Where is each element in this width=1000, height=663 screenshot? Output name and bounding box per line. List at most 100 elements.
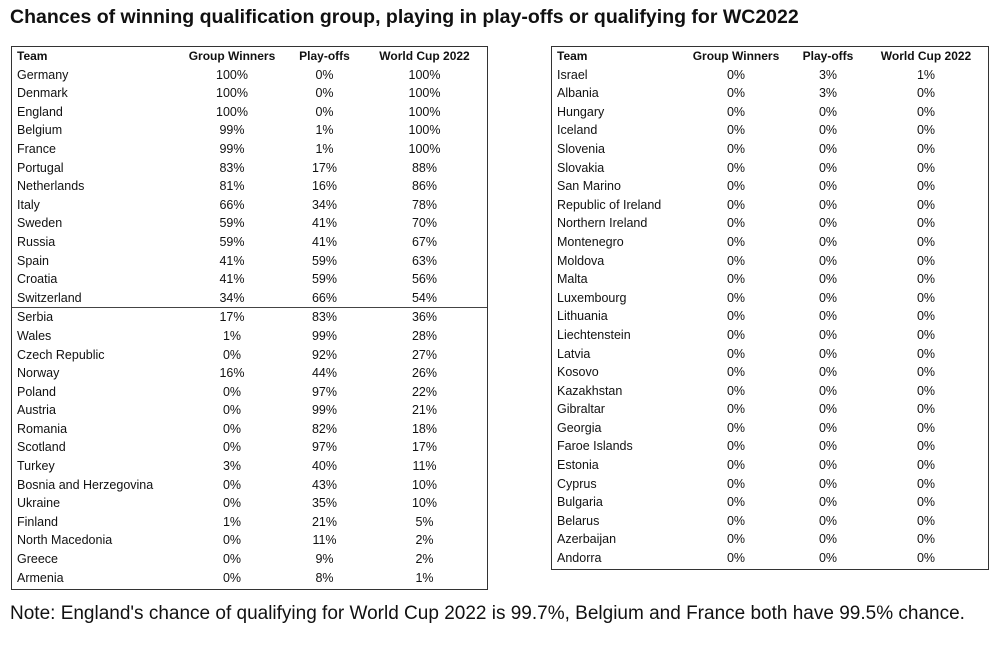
play-offs-cell: 0% [818, 346, 838, 361]
group-winners-cell: 0% [726, 327, 746, 342]
world-cup-cell: 0% [916, 309, 936, 324]
table-row: Netherlands 81% 16% 86% [12, 177, 487, 196]
play-offs-cell: 92% [311, 347, 338, 362]
column-header-play-offs: Play-offs [299, 49, 350, 63]
world-cup-cell: 67% [411, 234, 438, 249]
table-row: Luxembourg 0% 0% 0% [552, 289, 988, 308]
group-winners-cell: 0% [726, 495, 746, 510]
group-winners-cell: 0% [726, 476, 746, 491]
table-row: Cyprus 0% 0% 0% [552, 475, 988, 494]
group-winners-cell: 0% [726, 234, 746, 249]
table-row: England 100% 0% 100% [12, 103, 487, 122]
world-cup-cell: 0% [916, 234, 936, 249]
group-winners-cell: 83% [219, 160, 245, 175]
group-winners-cell: 99% [219, 141, 245, 156]
table-row: Germany 100% 0% 100% [12, 66, 487, 85]
table-row: Belgium 99% 1% 100% [12, 121, 487, 140]
group-winners-cell: 0% [726, 272, 746, 287]
world-cup-cell: 100% [408, 141, 441, 156]
table-row: North Macedonia 0% 11% 2% [12, 531, 487, 550]
column-header-play-offs: Play-offs [802, 49, 854, 63]
world-cup-cell: 56% [411, 272, 438, 287]
table-row: Lithuania 0% 0% 0% [552, 307, 988, 326]
table-row: Finland 1% 21% 5% [12, 513, 487, 532]
play-offs-cell: 0% [818, 234, 838, 249]
play-offs-cell: 11% [312, 533, 337, 548]
world-cup-cell: 0% [916, 141, 936, 156]
table-row: Portugal 83% 17% 88% [12, 159, 487, 178]
world-cup-cell: 86% [411, 179, 438, 194]
team-cell: Armenia [17, 570, 64, 585]
play-offs-cell: 0% [818, 179, 838, 194]
play-offs-cell: 66% [311, 290, 338, 305]
group-winners-cell: 0% [726, 179, 746, 194]
team-cell: Cyprus [557, 476, 597, 491]
team-cell: Northern Ireland [557, 216, 648, 231]
world-cup-cell: 0% [916, 179, 936, 194]
table-row: Armenia 0% 8% 1% [12, 569, 487, 588]
table-row: Belarus 0% 0% 0% [552, 512, 988, 531]
team-cell: Albania [557, 86, 599, 101]
group-winners-cell: 0% [222, 421, 242, 436]
group-winners-cell: 1% [222, 328, 242, 343]
team-cell: Serbia [12, 307, 177, 327]
group-winners-cell: 0% [726, 532, 746, 547]
table-row: Poland 0% 97% 22% [12, 383, 487, 402]
play-offs-cell: 0% [315, 104, 334, 119]
group-winners-cell: 81% [219, 179, 245, 194]
table-row: Norway 16% 44% 26% [12, 364, 487, 383]
team-cell: Azerbaijan [557, 532, 617, 547]
play-offs-cell: 3% [818, 86, 838, 101]
group-winners-cell: 0% [726, 551, 746, 566]
play-offs-cell: 59% [311, 253, 338, 268]
play-offs-cell: 17% [311, 160, 338, 175]
table-row: Slovakia 0% 0% 0% [552, 159, 988, 178]
play-offs-cell: 99% [311, 328, 338, 343]
group-winners-cell: 0% [726, 346, 746, 361]
play-offs-cell: 44% [311, 366, 338, 381]
world-cup-cell: 0% [916, 551, 936, 566]
group-winners-cell: 100% [216, 67, 248, 82]
world-cup-cell: 0% [916, 402, 936, 417]
play-offs-cell: 41% [311, 216, 338, 231]
team-cell: France [17, 141, 56, 156]
play-offs-cell: 83% [287, 307, 362, 327]
world-cup-cell: 27% [411, 347, 438, 362]
world-cup-cell: 0% [916, 104, 936, 119]
team-cell: Gibraltar [557, 402, 605, 417]
group-winners-cell: 0% [726, 104, 746, 119]
world-cup-cell: 36% [362, 307, 487, 327]
world-cup-cell: 10% [411, 496, 438, 511]
team-cell: Turkey [17, 459, 55, 474]
group-winners-cell: 0% [222, 496, 242, 511]
team-cell: Germany [17, 67, 69, 82]
play-offs-cell: 0% [818, 253, 838, 268]
play-offs-cell: 16% [311, 179, 338, 194]
team-cell: Latvia [557, 346, 591, 361]
team-cell: Denmark [17, 86, 68, 101]
table-row: Wales 1% 99% 28% [12, 327, 487, 346]
play-offs-cell: 99% [311, 403, 338, 418]
play-offs-cell: 35% [311, 496, 338, 511]
table-row: Scotland 0% 97% 17% [12, 438, 487, 457]
world-cup-cell: 0% [916, 495, 936, 510]
world-cup-cell: 10% [411, 477, 438, 492]
team-cell: Georgia [557, 420, 602, 435]
table-row: Gibraltar 0% 0% 0% [552, 400, 988, 419]
team-cell: Wales [17, 328, 52, 343]
footnote: Note: England's chance of qualifying for… [10, 603, 965, 624]
table-row: Slovenia 0% 0% 0% [552, 140, 988, 159]
group-winners-cell: 100% [216, 86, 248, 101]
world-cup-cell: 1% [415, 570, 434, 585]
play-offs-cell: 0% [818, 160, 838, 175]
table-row: Romania 0% 82% 18% [12, 420, 487, 439]
play-offs-cell: 9% [315, 552, 334, 567]
team-cell: Lithuania [557, 309, 608, 324]
team-cell: Belgium [17, 123, 63, 138]
table-row: Croatia 41% 59% 56% [12, 270, 487, 289]
team-cell: Slovenia [557, 141, 605, 156]
table-row: Israel 0% 3% 1% [552, 66, 988, 85]
table-row: Georgia 0% 0% 0% [552, 419, 988, 438]
world-cup-cell: 0% [916, 216, 936, 231]
table-row: Bulgaria 0% 0% 0% [552, 493, 988, 512]
